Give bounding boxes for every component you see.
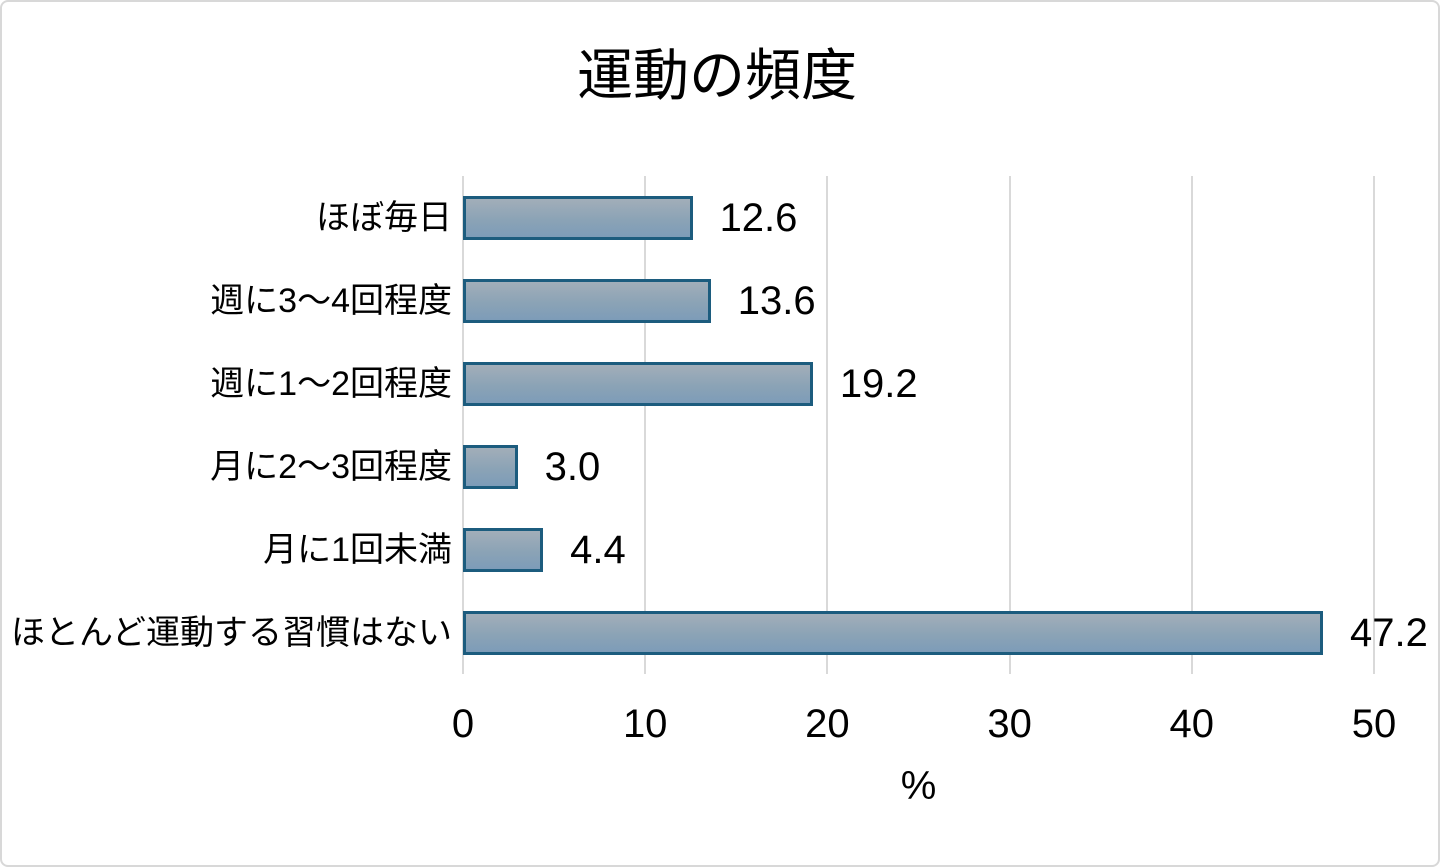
x-axis-title: % <box>900 764 937 808</box>
category-label: 週に3～4回程度 <box>210 281 452 320</box>
value-label: 19.2 <box>839 361 918 406</box>
gridline <box>1373 176 1375 674</box>
gridline <box>1190 176 1193 674</box>
gridline <box>462 176 464 674</box>
gridline <box>644 176 647 674</box>
category-label: 週に1～2回程度 <box>210 364 452 403</box>
bar <box>463 278 711 323</box>
gridline <box>1008 176 1011 674</box>
value-label: 13.6 <box>737 278 816 323</box>
value-label: 4.4 <box>570 527 626 572</box>
value-label: 12.6 <box>719 195 798 240</box>
category-label: ほとんど運動する習慣はない <box>11 613 452 652</box>
x-tick-label: 10 <box>622 702 668 746</box>
value-label: 47.2 <box>1349 610 1428 655</box>
x-tick-label: 50 <box>1351 702 1397 746</box>
bar <box>463 195 693 240</box>
plot-area <box>462 176 1375 674</box>
bar <box>463 527 544 572</box>
value-label: 3.0 <box>544 444 601 489</box>
x-tick-label: 0 <box>451 702 475 746</box>
category-label: 月に2～3回程度 <box>210 447 452 486</box>
bar <box>463 610 1323 655</box>
category-label: ほぼ毎日 <box>316 198 452 237</box>
category-label: 月に1回未満 <box>263 530 452 569</box>
x-tick-label: 40 <box>1169 702 1215 746</box>
x-tick-label: 20 <box>805 702 850 746</box>
x-tick-label: 30 <box>987 702 1032 746</box>
gridline <box>826 176 829 674</box>
bar <box>463 444 518 489</box>
bar <box>463 361 813 406</box>
chart-title: 運動の頻度 <box>577 44 857 107</box>
